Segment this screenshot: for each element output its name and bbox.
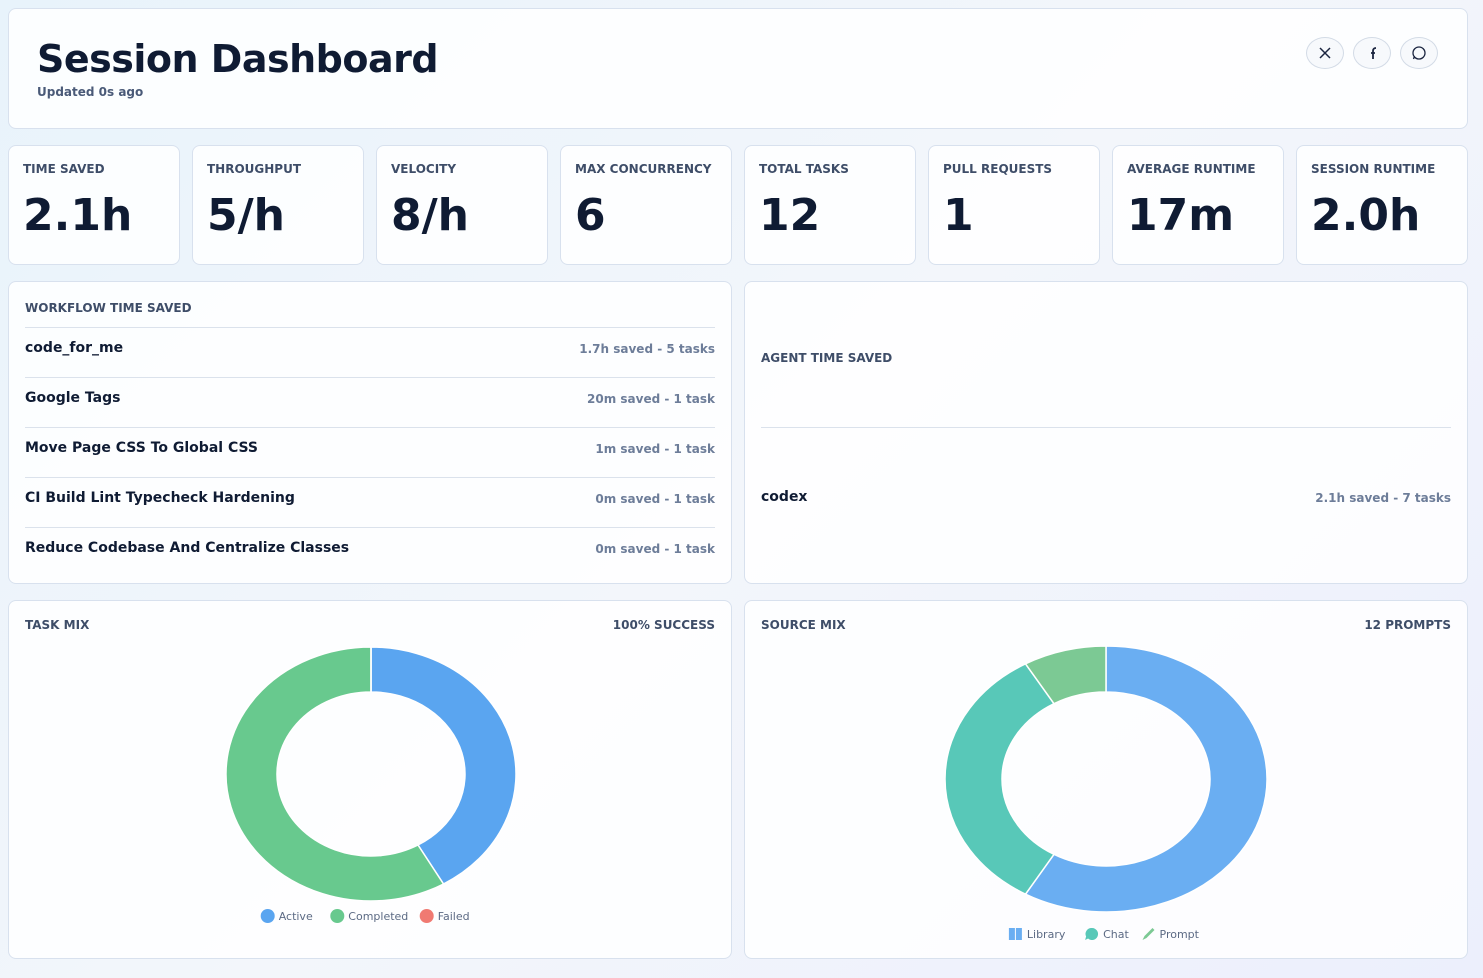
stat-card: AVERAGE RUNTIME 17m [1112,145,1284,265]
chart: Library Chat Prompt [944,645,1268,941]
row-detail: 20m saved - 1 task [587,392,715,406]
stat-label: PULL REQUESTS [943,162,1053,176]
page-title: Session Dashboard [37,37,439,81]
stat-value: 17m [1127,190,1235,241]
share-x[interactable] [1306,37,1344,69]
header-card: Session Dashboard Updated 0s ago [8,8,1468,129]
stat-card: TOTAL TASKS 12 [744,145,916,265]
legend-label: Active [279,910,313,923]
share-facebook[interactable] [1353,37,1391,69]
stat-value: 2.0h [1311,190,1421,241]
legend-label: Library [1027,928,1066,941]
row-name: CI Build Lint Typecheck Hardening [25,490,295,506]
whatsapp-icon [1412,46,1426,60]
donut-slice [225,646,445,902]
stat-label: VELOCITY [391,162,457,176]
legend-marker [1085,927,1099,940]
source-mix-card: SOURCE MIX 12 PROMPTS Library Chat Prompt [744,600,1468,959]
task-mix-card: TASK MIX 100% SUCCESS Active Completed Fai… [8,600,732,959]
row-detail: 2.1h saved - 7 tasks [1315,491,1451,505]
stat-card: THROUGHPUT 5/h [192,145,364,265]
workflow-row: Reduce Codebase And Centralize Classes 0m… [25,527,715,578]
agent-card: AGENT TIME SAVED codex 2.1h saved - 7 tas… [744,281,1468,584]
legend-marker [419,909,434,923]
facebook-icon [1371,47,1377,59]
stat-label: TOTAL TASKS [759,162,849,176]
donut-slice [370,646,517,885]
legend-marker [1008,928,1022,940]
x-icon [1319,47,1331,59]
stat-value: 2.1h [23,190,133,241]
chart-badge: 12 PROMPTS [1364,618,1451,632]
legend-label: Completed [348,910,408,923]
stat-label: TIME SAVED [23,162,105,176]
stat-value: 12 [759,190,821,241]
share-whatsapp[interactable] [1400,37,1438,69]
stat-card: SESSION RUNTIME 2.0h [1296,145,1468,265]
legend-marker [330,909,345,923]
workflow-row: Move Page CSS To Global CSS 1m saved - 1 … [25,427,715,478]
workflow-card: WORKFLOW TIME SAVED code_for_me 1.7h save… [8,281,732,584]
row-detail: 0m saved - 1 task [595,492,715,506]
agent-row: codex 2.1h saved - 7 tasks [761,477,1451,527]
donut-slice [1024,645,1268,913]
row-detail: 1.7h saved - 5 tasks [579,342,715,356]
donut-slice [1024,645,1107,705]
stat-label: THROUGHPUT [207,162,302,176]
row-detail: 0m saved - 1 task [595,542,715,556]
row-name: codex [761,489,808,505]
stat-label: AVERAGE RUNTIME [1127,162,1256,176]
updated-time: Updated 0s ago [37,85,144,99]
chart-badge: 100% SUCCESS [612,618,715,632]
chart-title: TASK MIX [25,618,90,632]
legend-label: Chat [1103,928,1129,941]
workflow-row: Google Tags 20m saved - 1 task [25,377,715,428]
section-title: AGENT TIME SAVED [761,351,893,365]
stat-card: TIME SAVED 2.1h [8,145,180,265]
stat-value: 6 [575,190,606,241]
stat-card: PULL REQUESTS 1 [928,145,1100,265]
legend-label: Prompt [1160,928,1200,941]
stat-card: VELOCITY 8/h [376,145,548,265]
section-title: WORKFLOW TIME SAVED [25,301,192,315]
row-name: code_for_me [25,340,124,356]
stat-value: 8/h [391,190,470,241]
stat-label: SESSION RUNTIME [1311,162,1436,176]
row-name: Reduce Codebase And Centralize Classes [25,540,350,556]
workflow-row: code_for_me 1.7h saved - 5 tasks [25,327,715,378]
chart: Active Completed Failed [225,646,517,923]
chart-title: SOURCE MIX [761,618,846,632]
legend-marker [260,909,275,923]
row-detail: 1m saved - 1 task [595,442,715,456]
row-name: Move Page CSS To Global CSS [25,440,259,456]
row-name: Google Tags [25,390,121,406]
workflow-row: CI Build Lint Typecheck Hardening 0m save… [25,477,715,528]
donut-slice [944,662,1056,896]
stat-value: 5/h [207,190,286,241]
stat-value: 1 [943,190,974,241]
stat-card: MAX CONCURRENCY 6 [560,145,732,265]
legend-label: Failed [438,910,470,923]
divider [761,427,1451,428]
legend-marker [1142,928,1155,940]
stat-label: MAX CONCURRENCY [575,162,712,176]
